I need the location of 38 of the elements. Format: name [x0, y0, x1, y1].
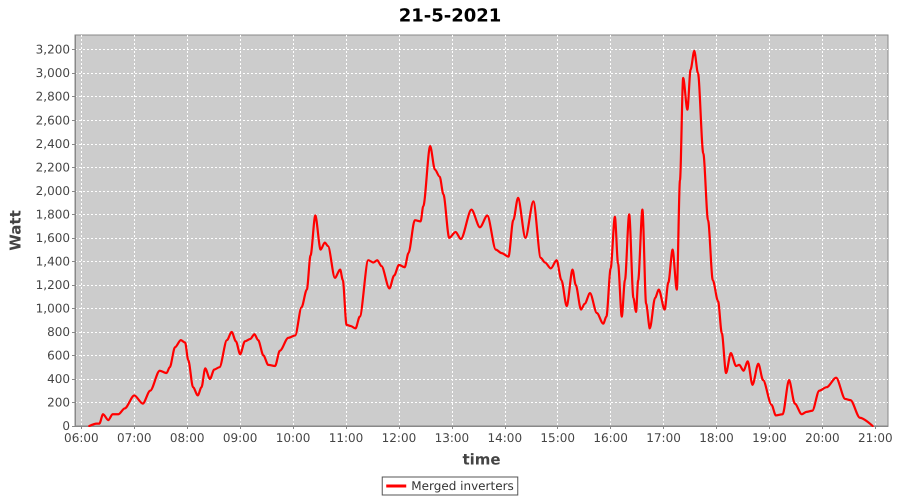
- x-tick-label: 11:00: [328, 431, 364, 445]
- y-tick-label: 0: [62, 419, 70, 433]
- x-tick-label: 10:00: [276, 431, 310, 445]
- y-tick-label: 1,800: [36, 207, 70, 222]
- y-tick-label: 200: [47, 395, 70, 410]
- y-tick-label: 2,600: [36, 113, 70, 128]
- y-tick-label: 1,200: [36, 278, 70, 292]
- y-tick-label: 1,000: [36, 301, 70, 316]
- x-axis-title: time: [462, 450, 501, 468]
- x-tick-label: 07:00: [116, 431, 152, 445]
- y-tick-label: 1,600: [36, 230, 70, 245]
- y-tick-label: 3,000: [36, 66, 70, 80]
- legend-label: Merged inverters: [411, 479, 514, 493]
- x-tick-label: 08:00: [170, 431, 205, 445]
- line-series: [88, 50, 874, 428]
- chart-title: 21-5-2021: [398, 6, 502, 26]
- y-tick-label: 600: [47, 348, 70, 362]
- y-tick-label: 400: [47, 372, 70, 386]
- y-tick-label: 2,200: [36, 160, 70, 174]
- x-tick-label: 16:00: [593, 431, 628, 445]
- x-tick-label: 12:00: [382, 431, 416, 445]
- x-tick-label: 06:00: [64, 431, 99, 445]
- y-tick-label: 1,400: [36, 254, 70, 268]
- x-tick-label: 18:00: [699, 431, 734, 445]
- x-tick-label: 09:00: [222, 431, 258, 445]
- y-tick-label: 3,200: [36, 42, 70, 57]
- y-tick-label: 2,800: [36, 90, 70, 104]
- x-tick-label: 17:00: [646, 431, 681, 445]
- x-tick-label: 20:00: [805, 431, 840, 445]
- y-tick-label: 800: [47, 324, 70, 339]
- y-axis-title: Watt: [6, 210, 24, 251]
- y-tick-label: 2,400: [36, 136, 70, 151]
- x-tick-label: 21:00: [858, 431, 893, 445]
- x-tick-label: 13:00: [434, 431, 470, 445]
- x-tick-label: 14:00: [487, 431, 522, 445]
- y-tick-label: 2,000: [36, 184, 70, 198]
- x-tick-label: 15:00: [540, 431, 576, 445]
- x-tick-label: 19:00: [752, 431, 787, 445]
